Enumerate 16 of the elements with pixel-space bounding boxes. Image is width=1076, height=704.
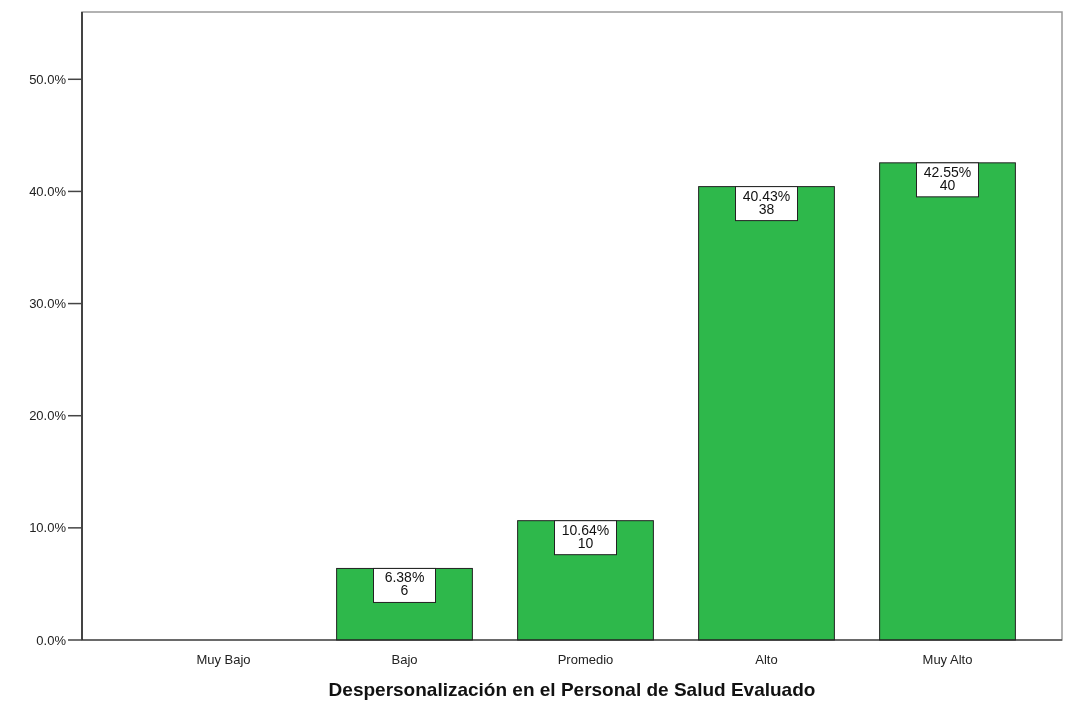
data-label: 42.55% 40 [923, 163, 972, 193]
y-tick-label: 10.0% [29, 520, 67, 536]
data-label: 10.64% 10 [561, 521, 610, 551]
x-tick-label: Bajo [391, 652, 418, 667]
y-tick-label: 20.0% [29, 408, 67, 424]
y-tick-label: 40.0% [29, 183, 67, 199]
y-tick-label: 30.0% [29, 296, 67, 312]
y-tick-label: 50.0% [29, 71, 67, 87]
x-axis-title: Despersonalización en el Personal de Salud Evaluado [328, 679, 816, 700]
x-tick-label: Muy Alto [922, 652, 973, 667]
data-label: 6.38% 6 [384, 569, 425, 599]
x-tick-label: Muy Bajo [196, 652, 251, 667]
data-label: 40.43% 38 [742, 187, 791, 217]
x-tick-label: Promedio [557, 652, 614, 667]
x-tick-label: Alto [755, 652, 778, 667]
y-tick-label: 0.0% [36, 632, 67, 648]
